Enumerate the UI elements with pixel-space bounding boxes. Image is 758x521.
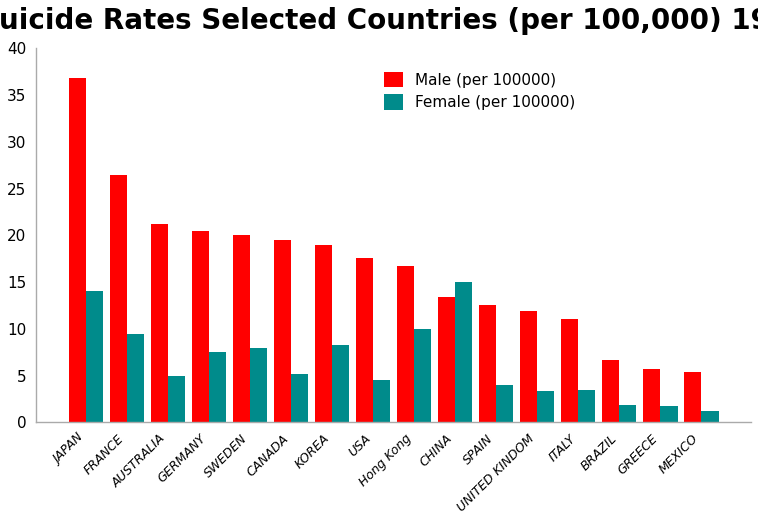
Bar bbox=[397, 266, 414, 423]
Bar bbox=[86, 291, 103, 423]
Legend: Male (per 100000), Female (per 100000): Male (per 100000), Female (per 100000) bbox=[380, 67, 580, 115]
Bar bbox=[414, 329, 431, 423]
Bar bbox=[250, 348, 267, 423]
Bar bbox=[315, 245, 332, 423]
Bar bbox=[684, 372, 701, 423]
Bar bbox=[373, 380, 390, 423]
Bar bbox=[619, 404, 637, 423]
Bar bbox=[479, 304, 496, 423]
Bar bbox=[561, 319, 578, 423]
Bar bbox=[151, 224, 168, 423]
Bar bbox=[701, 411, 719, 423]
Bar bbox=[110, 175, 127, 423]
Bar bbox=[455, 282, 472, 423]
Bar bbox=[578, 390, 596, 423]
Bar bbox=[127, 333, 144, 423]
Bar bbox=[274, 240, 291, 423]
Bar bbox=[537, 391, 554, 423]
Bar bbox=[356, 258, 373, 423]
Bar bbox=[438, 297, 455, 423]
Bar bbox=[233, 235, 250, 423]
Bar bbox=[192, 231, 209, 423]
Bar bbox=[660, 406, 678, 423]
Bar bbox=[291, 374, 309, 423]
Bar bbox=[332, 345, 349, 423]
Bar bbox=[520, 311, 537, 423]
Bar bbox=[168, 376, 185, 423]
Bar bbox=[209, 352, 226, 423]
Bar bbox=[68, 78, 86, 423]
Title: Suicide Rates Selected Countries (per 100,000) 1999: Suicide Rates Selected Countries (per 10… bbox=[0, 7, 758, 35]
Bar bbox=[643, 369, 660, 423]
Bar bbox=[496, 385, 513, 423]
Bar bbox=[602, 359, 619, 423]
